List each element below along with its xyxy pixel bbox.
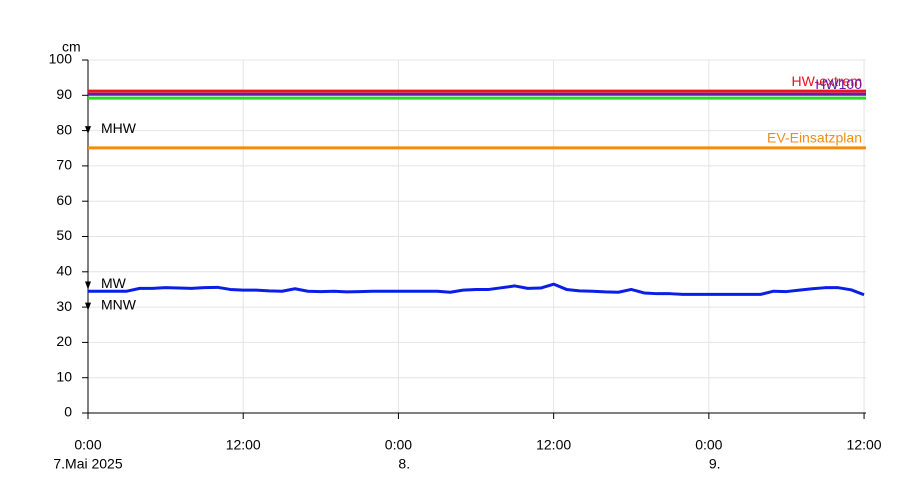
y-axis-label: cm bbox=[62, 39, 81, 55]
y-tick-label: 40 bbox=[56, 263, 72, 279]
series-line bbox=[88, 282, 865, 297]
y-tick-label: 30 bbox=[56, 298, 72, 314]
y-tick-label: 60 bbox=[56, 192, 72, 208]
marker-label: MNW bbox=[101, 296, 137, 312]
x-tick-label: 12:00 bbox=[847, 437, 882, 453]
x-tick-label: 0:00 bbox=[695, 437, 722, 453]
marker bbox=[85, 281, 91, 290]
reference-label: HW100 bbox=[815, 76, 862, 92]
x-tick-label: 12:00 bbox=[226, 437, 261, 453]
y-tick-label: 20 bbox=[56, 333, 72, 349]
y-tick-label: 50 bbox=[56, 227, 72, 243]
marker-label: MHW bbox=[101, 120, 137, 136]
marker bbox=[85, 302, 91, 311]
x-tick-label: 0:00 bbox=[74, 437, 101, 453]
marker bbox=[85, 126, 91, 135]
x-tick-label: 12:00 bbox=[536, 437, 571, 453]
y-tick-label: 90 bbox=[56, 86, 72, 102]
y-tick-label: 80 bbox=[56, 121, 72, 137]
x-tick-date: 9. bbox=[709, 456, 721, 472]
reference-label: EV-Einsatzplan bbox=[767, 130, 862, 146]
y-tick-label: 100 bbox=[49, 51, 73, 67]
y-tick-label: 10 bbox=[56, 368, 72, 384]
y-tick-label: 70 bbox=[56, 157, 72, 173]
marker-label: MW bbox=[101, 275, 127, 291]
x-tick-date: 8. bbox=[398, 456, 410, 472]
x-tick-label: 0:00 bbox=[385, 437, 412, 453]
x-tick-date: 7.Mai 2025 bbox=[53, 456, 122, 472]
reference-label: HW-extrem bbox=[791, 73, 862, 89]
y-tick-label: 0 bbox=[64, 404, 72, 420]
